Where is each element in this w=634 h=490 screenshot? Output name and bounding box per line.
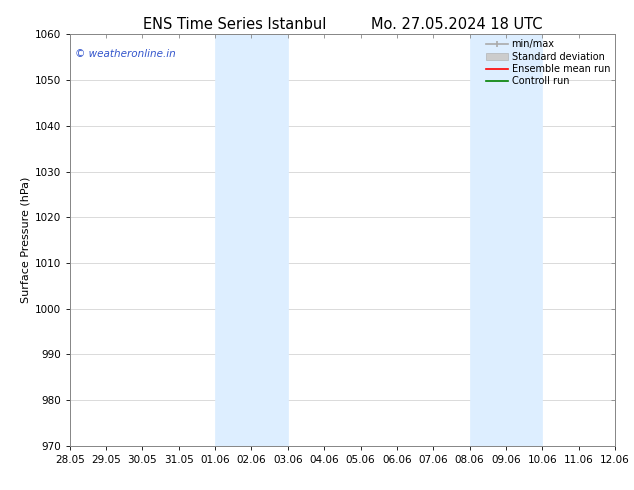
Legend: min/max, Standard deviation, Ensemble mean run, Controll run: min/max, Standard deviation, Ensemble me… [484, 37, 612, 88]
Bar [215, 34, 288, 446]
Y-axis label: Surface Pressure (hPa): Surface Pressure (hPa) [20, 177, 30, 303]
Text: Mo. 27.05.2024 18 UTC: Mo. 27.05.2024 18 UTC [371, 17, 542, 32]
Text: ENS Time Series Istanbul: ENS Time Series Istanbul [143, 17, 327, 32]
Text: © weatheronline.in: © weatheronline.in [75, 49, 176, 59]
Bar [470, 34, 542, 446]
